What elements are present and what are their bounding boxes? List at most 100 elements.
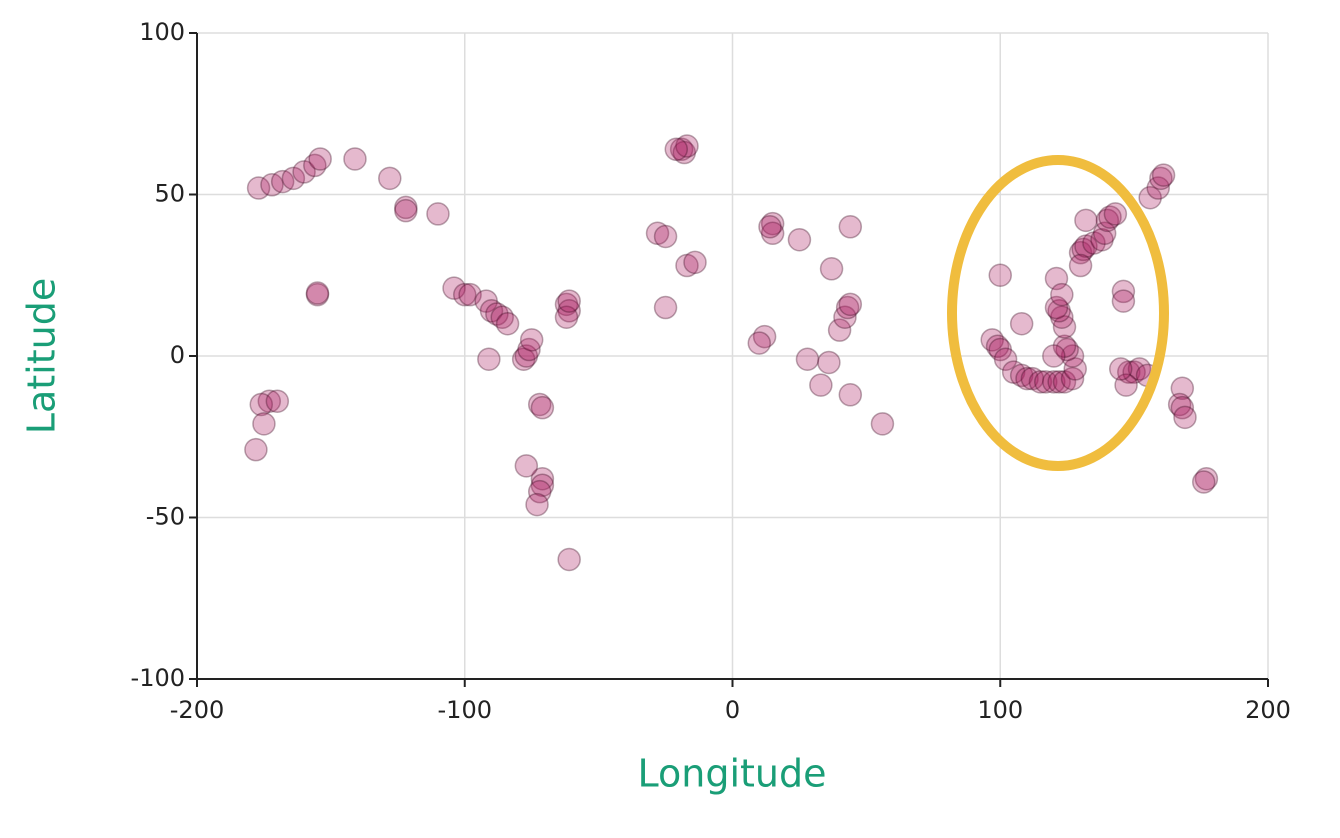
point [1047, 370, 1071, 394]
highlight-ellipse [947, 155, 1169, 471]
point [530, 395, 555, 420]
point [1042, 344, 1066, 368]
point [809, 373, 833, 397]
point [1028, 370, 1053, 394]
point [795, 347, 820, 371]
point [664, 137, 689, 162]
point [442, 276, 466, 300]
y-tick-label: -50 [146, 503, 185, 531]
y-axis-title: Latitude [20, 278, 64, 434]
point [1015, 366, 1039, 391]
point [514, 454, 539, 478]
y-tick-label: -100 [131, 664, 185, 692]
point [1068, 253, 1093, 278]
point [1009, 311, 1034, 336]
point [270, 169, 295, 194]
point [1170, 395, 1195, 420]
point [675, 134, 699, 158]
point [1146, 176, 1170, 200]
point [394, 195, 418, 220]
point [980, 328, 1004, 352]
point [683, 250, 707, 275]
point [1191, 470, 1216, 494]
point [1020, 366, 1045, 391]
point [1173, 405, 1197, 430]
point [819, 257, 844, 281]
point [985, 334, 1010, 359]
points [244, 134, 1219, 572]
point [530, 466, 555, 491]
point [838, 215, 863, 239]
point [838, 292, 863, 317]
y-tick-label: 100 [139, 18, 185, 46]
point [672, 140, 697, 165]
point [265, 389, 290, 413]
point [1068, 240, 1093, 265]
point [1034, 370, 1058, 394]
point [1108, 357, 1133, 381]
x-axis-title: Longitude [638, 752, 827, 796]
point [645, 221, 670, 246]
point [1044, 295, 1069, 320]
point [1044, 266, 1069, 291]
point [246, 176, 271, 200]
point [787, 227, 812, 252]
point [1167, 392, 1192, 417]
point [527, 392, 552, 417]
x-tick-label: 200 [1245, 696, 1291, 724]
point [1063, 357, 1087, 381]
point [474, 289, 498, 313]
grid [196, 32, 1269, 680]
point [1082, 231, 1106, 255]
point [1001, 360, 1026, 384]
point [1050, 305, 1074, 329]
y-tick-label: 0 [170, 341, 185, 369]
point [485, 302, 509, 326]
point [308, 147, 332, 171]
point [1052, 370, 1077, 394]
point [752, 324, 777, 349]
x-tick-label: -200 [170, 696, 224, 724]
point [305, 281, 330, 305]
point [292, 160, 316, 184]
y-tick-label: 50 [154, 180, 185, 208]
point [1122, 360, 1146, 384]
point [1092, 221, 1117, 246]
point [453, 282, 477, 307]
point [378, 166, 402, 191]
point [1194, 466, 1219, 491]
point [281, 166, 306, 191]
point [1052, 334, 1077, 359]
point [1055, 337, 1079, 362]
point [557, 299, 581, 323]
point [554, 305, 579, 329]
point [527, 479, 552, 504]
point [870, 412, 895, 436]
point [1074, 208, 1098, 233]
point [519, 328, 544, 352]
point [249, 392, 274, 417]
point [305, 282, 330, 307]
point [1170, 376, 1195, 401]
x-tick-label: 100 [977, 696, 1023, 724]
point [747, 331, 772, 355]
point [514, 344, 539, 368]
point [1149, 166, 1173, 191]
point [1052, 315, 1077, 339]
point [479, 299, 504, 323]
point [817, 350, 841, 375]
point [1111, 279, 1136, 304]
point [1090, 227, 1114, 252]
point [833, 305, 857, 329]
point [1071, 237, 1096, 262]
x-tick-label: 0 [725, 696, 740, 724]
point [394, 198, 418, 223]
point [1060, 344, 1085, 368]
point [760, 221, 785, 246]
x-tick-label: -100 [438, 696, 492, 724]
point [511, 347, 536, 371]
point [1074, 234, 1098, 258]
point [1103, 202, 1128, 226]
point [653, 295, 678, 320]
